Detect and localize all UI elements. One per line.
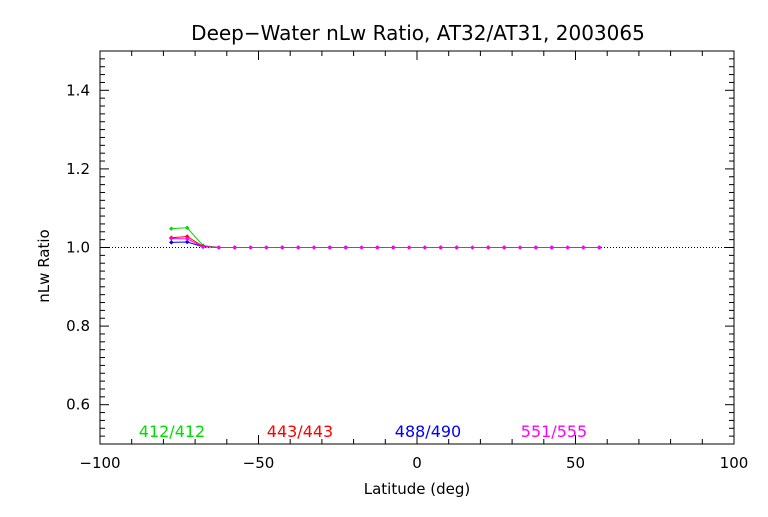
data-point	[501, 245, 507, 250]
chart-title: Deep−Water nLw Ratio, AT32/AT31, 2003065	[191, 21, 645, 45]
data-point	[485, 245, 491, 250]
y-tick-label: 1.0	[66, 239, 90, 257]
y-tick-label: 1.2	[66, 160, 90, 178]
data-point	[517, 245, 523, 250]
data-point	[565, 245, 570, 250]
legend-label: 443/443	[267, 422, 333, 441]
data-point	[327, 245, 333, 250]
x-tick-label: 50	[566, 454, 585, 472]
data-point	[216, 245, 222, 250]
data-point	[232, 245, 238, 250]
y-tick-label: 0.8	[66, 317, 90, 335]
x-tick-label: −100	[79, 454, 120, 472]
data-point	[581, 245, 586, 250]
x-axis-label: Latitude (deg)	[364, 480, 470, 498]
data-point	[470, 245, 475, 250]
data-point	[596, 245, 602, 250]
series-line	[171, 238, 600, 248]
data-point	[264, 245, 269, 250]
legend-label: 412/412	[139, 422, 205, 441]
data-point	[200, 244, 206, 250]
y-tick-label: 0.6	[66, 396, 90, 414]
data-point	[184, 239, 190, 245]
legend-label: 551/555	[521, 422, 587, 441]
data-point	[343, 245, 349, 250]
x-tick-label: 0	[412, 454, 422, 472]
y-axis-label: nLw Ratio	[35, 229, 53, 302]
data-point	[295, 245, 301, 250]
data-point	[184, 225, 190, 231]
y-tick-label: 1.4	[66, 81, 90, 99]
data-point	[454, 245, 459, 250]
data-point	[184, 236, 190, 242]
data-point	[422, 245, 428, 250]
x-tick-label: 100	[720, 454, 749, 472]
legend-label: 488/490	[395, 422, 461, 441]
x-tick-label: −50	[243, 454, 275, 472]
data-point	[279, 245, 285, 250]
data-point	[438, 245, 444, 250]
data-point	[375, 245, 380, 250]
data-point	[533, 245, 539, 250]
data-point	[168, 240, 174, 245]
data-point	[168, 226, 174, 231]
data-point	[406, 245, 412, 250]
data-point	[390, 245, 396, 250]
data-point	[549, 245, 555, 250]
plot-area: −100 −50 0 50 100 0.6 0.8 1.0 1.2 1.4 412/412 443/4…	[66, 50, 749, 472]
data-point	[311, 245, 317, 250]
data-point	[248, 245, 253, 250]
data-point	[359, 245, 364, 250]
data-point	[168, 236, 174, 241]
